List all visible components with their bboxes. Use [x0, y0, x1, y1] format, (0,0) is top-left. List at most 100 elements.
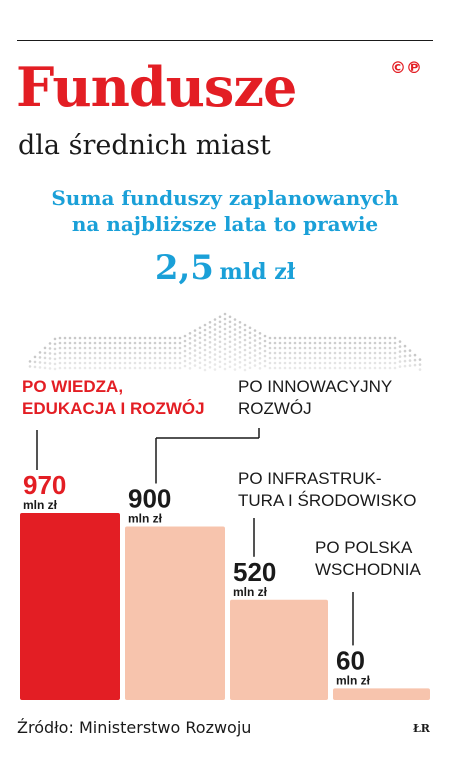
brace-dot	[413, 363, 417, 367]
brace-dot	[388, 366, 392, 370]
brace-dot	[383, 341, 387, 345]
brace-dot	[213, 318, 217, 321]
brace-dot	[83, 356, 87, 360]
brace-dot	[258, 352, 262, 355]
brace-dot	[93, 366, 97, 370]
brace-dot	[48, 367, 52, 370]
unit-label-2: mln zł	[128, 512, 163, 526]
brace-dot	[173, 361, 177, 365]
brace-dot	[253, 359, 257, 362]
brace-dot	[168, 356, 172, 360]
brace-dot	[263, 349, 267, 353]
value-label-1: 970	[23, 470, 66, 500]
brace-dot	[68, 356, 72, 360]
brace-dot	[258, 337, 262, 340]
brace-dot	[48, 357, 52, 360]
brace-dot	[58, 361, 62, 365]
brace-dot	[118, 351, 122, 355]
lead-text: Suma funduszy zaplanowanych na najbliższ…	[0, 185, 450, 237]
brace-dot	[133, 346, 137, 350]
brace-dot	[68, 346, 72, 350]
brace-dot	[193, 354, 197, 357]
brace-dot	[188, 357, 192, 360]
brace-dot	[203, 363, 207, 367]
brace-dot	[338, 351, 342, 355]
brace-dot	[333, 341, 337, 345]
brace-dot	[273, 361, 277, 365]
brace-dot	[258, 367, 262, 370]
brace-dot	[158, 361, 162, 365]
brace-dot	[353, 341, 357, 345]
brace-dot	[353, 351, 357, 355]
brace-dot	[223, 362, 227, 366]
brace-dot	[223, 317, 227, 321]
brace-dot	[113, 356, 117, 360]
brace-dot	[208, 366, 212, 369]
brace-dot	[238, 326, 242, 329]
brace-dot	[248, 341, 252, 345]
brace-dot	[98, 341, 102, 345]
brace-dot	[88, 356, 92, 360]
brace-dot	[403, 359, 407, 363]
brace-dot	[183, 334, 187, 338]
brace-dot	[348, 356, 352, 360]
brace-dot	[288, 351, 292, 355]
brace-dot	[238, 321, 242, 324]
brace-dot	[378, 346, 382, 350]
brace-dot	[343, 356, 347, 360]
brace-dot	[353, 356, 357, 360]
brace-dot	[53, 362, 57, 366]
brace-dot	[213, 338, 217, 341]
brace-dot	[233, 328, 237, 331]
brace-dot	[48, 347, 52, 350]
brace-dot	[193, 349, 197, 352]
brace-dot	[278, 356, 282, 360]
brace-dot	[163, 351, 167, 355]
brace-dot	[28, 365, 32, 368]
brace-dot	[133, 351, 137, 355]
brace-dot	[178, 341, 182, 345]
brace-dot	[208, 321, 212, 324]
brace-dot	[118, 356, 122, 360]
brace-dot	[288, 356, 292, 360]
brace-dot	[328, 366, 332, 370]
brace-dot	[233, 318, 237, 321]
brace-dot	[318, 356, 322, 360]
brace-dot	[168, 341, 172, 345]
brace-dot	[313, 366, 317, 370]
brace-dot	[218, 315, 222, 319]
brace-dot	[338, 346, 342, 350]
brace-dot	[328, 346, 332, 350]
brace-dot	[63, 346, 67, 350]
brace-dot	[268, 366, 272, 370]
brace-dot	[213, 348, 217, 351]
brace-dot	[93, 361, 97, 365]
brace-dot	[223, 322, 227, 326]
copyright-mark: ©℗	[390, 58, 422, 77]
brace-dot	[243, 348, 247, 352]
brace-dot	[228, 335, 232, 339]
brace-dot	[393, 346, 397, 350]
brace-dot	[313, 361, 317, 365]
brace-dot	[228, 365, 232, 369]
brace-dot	[243, 358, 247, 362]
brace-dot	[363, 356, 367, 360]
brace-dot	[243, 363, 247, 367]
total-value: 2,5	[154, 248, 214, 288]
brace-dot	[238, 356, 242, 359]
brace-dot	[43, 366, 47, 370]
total-unit: mld zł	[219, 259, 296, 285]
brace-dot	[158, 346, 162, 350]
brace-dot	[123, 346, 127, 350]
brace-dot	[148, 366, 152, 370]
brace-dot	[338, 361, 342, 365]
brace-dot	[108, 346, 112, 350]
brace-dot	[78, 336, 82, 340]
brace-dot	[418, 363, 422, 366]
brace-dot	[208, 326, 212, 329]
brace-dot	[408, 364, 412, 367]
brace-dot	[388, 351, 392, 355]
brace-dot	[83, 346, 87, 350]
brace-dot	[348, 341, 352, 345]
